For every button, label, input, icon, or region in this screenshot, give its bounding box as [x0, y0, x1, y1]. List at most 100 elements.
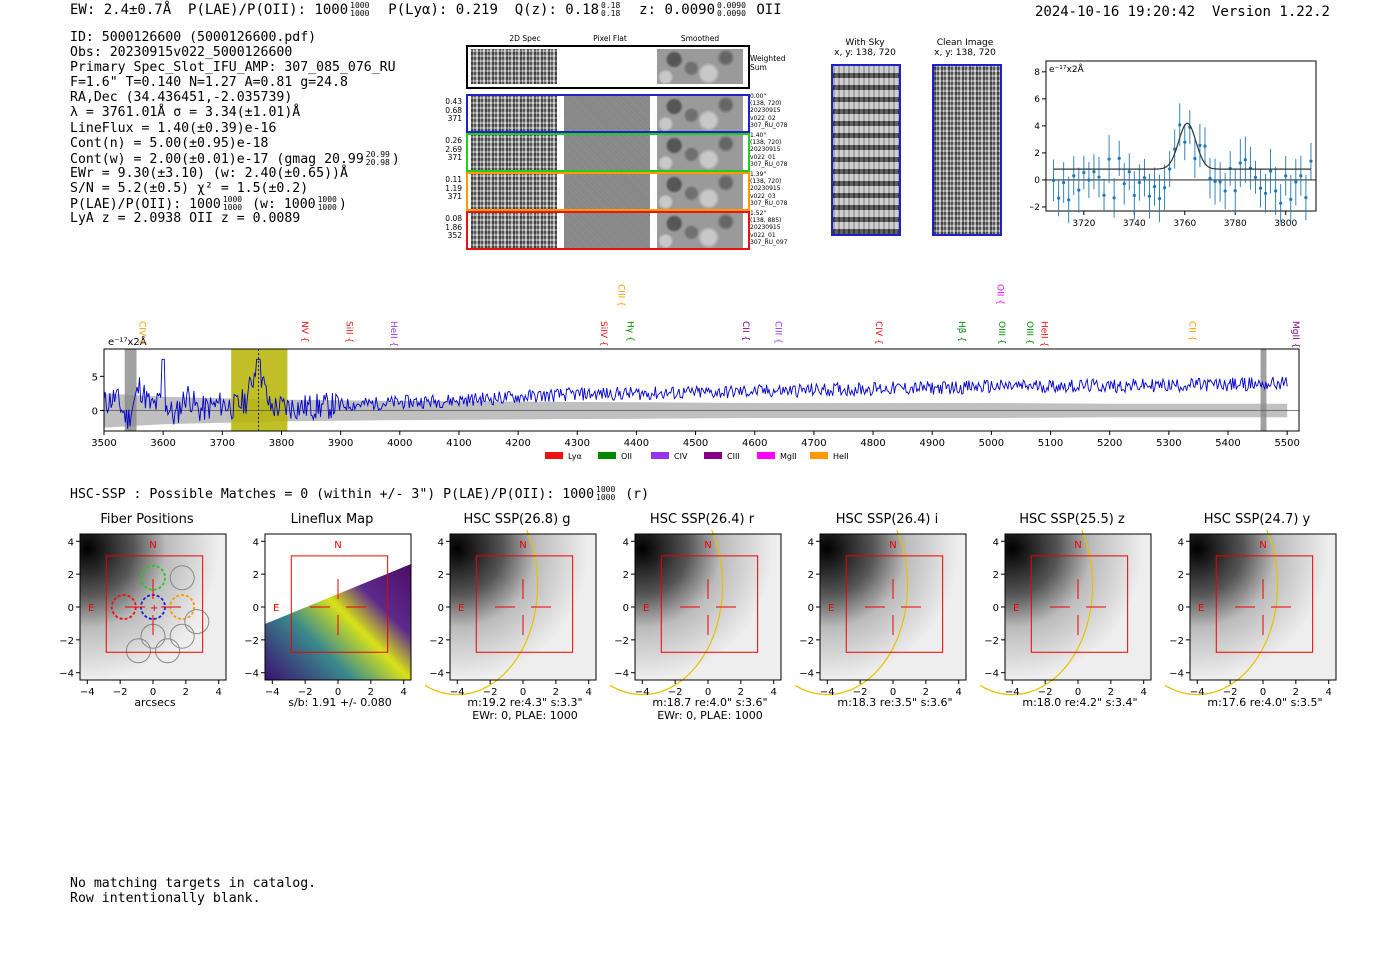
spectrum-xtick-label: 3800 [269, 438, 294, 449]
hsc-panel-sub2: EWr: 0, PLAE: 1000 [657, 709, 763, 722]
hsc-cutout-image [820, 534, 966, 680]
cutout-row-values: 0.43 0.68 371 [445, 97, 462, 123]
hsc-xtick-label: −2 [1038, 687, 1053, 698]
north-label: N [889, 540, 896, 551]
zoom-axes [1045, 60, 1317, 212]
zoom-ytick-label: 8 [1034, 68, 1040, 78]
spectrum-line-label: NV { [299, 321, 309, 342]
hsc-ytick-label: 2 [993, 570, 999, 581]
hsc-cutout-image [450, 534, 596, 680]
zoom-point [1102, 193, 1106, 197]
zoom-point [1082, 170, 1086, 175]
zoom-line-plot: 3720 3740 3760 3780 3800 8 6 4 2 0 −2 e⁻¹⁷x2Å [1030, 60, 1317, 229]
hsc-xtick-label: 0 [150, 687, 156, 698]
zoom-point [1147, 194, 1152, 198]
cutout-smooth-thumb [657, 96, 743, 131]
info-contw: Cont(w) = 2.00(±0.01)e-17 (gmag 20.99 20.… [70, 149, 400, 167]
footer-line-2: Row intentionally blank. [70, 891, 261, 906]
zoom-point [1193, 156, 1197, 161]
hsc-ytick-label: 0 [253, 603, 259, 614]
hsc-ytick-label: 4 [808, 537, 814, 548]
hsc-panel: HSC SSP(25.5) z N E 4 2 0 −2 −4 −4 −2 0 2 4 m:18.0 re… [980, 512, 1165, 722]
with-sky-image [831, 64, 901, 236]
hsc-source-ellipse [425, 530, 539, 696]
spectrum-axes [103, 348, 1300, 432]
zoom-point [1218, 180, 1222, 184]
col-2d-spec: 2D Spec [509, 34, 541, 43]
hsc-ytick-label: −4 [244, 669, 259, 680]
hsc-ytick-label: 0 [623, 603, 629, 614]
legend-swatch [598, 452, 616, 459]
hsc-panel-sub1: m:17.6 re:4.0" s:3.5" [1207, 696, 1323, 709]
cutout-row [466, 133, 750, 172]
info-radec: RA,Dec (34.436451,-2.035739) [70, 90, 293, 106]
hsc-ytick-label: 2 [1178, 570, 1184, 581]
zoom-point [1067, 198, 1071, 202]
hsc-xtick-label: −2 [1223, 687, 1238, 698]
hsc-source-ellipse [610, 530, 724, 696]
hsc-xtick-label: −4 [1005, 687, 1020, 698]
cutout-row-meta: 0.00" (138, 720) 20230915 v022_02 307_RU… [750, 93, 788, 129]
hsc-xtick-label: 4 [1141, 687, 1147, 698]
hsc-source-ellipse [795, 530, 909, 696]
weighted-2d-thumb [471, 49, 557, 84]
hsc-panel-title: HSC SSP(24.7) y [1203, 512, 1311, 527]
zoom-unit-label: e⁻¹⁷x2Å [1049, 63, 1085, 75]
fiber-circle [169, 623, 195, 649]
hsc-xtick-label: 2 [923, 687, 929, 698]
zoom-point [1152, 185, 1157, 189]
header-ew: EW: 2.4±0.7Å [70, 2, 172, 18]
zoom-point [1112, 196, 1116, 200]
header-datetime-version: 2024-10-16 19:20:42 Version 1.22.2 [1035, 4, 1330, 20]
info-ewr: EWr = 9.30(±3.10) (w: 2.40(±0.65))Å [70, 165, 348, 181]
hsc-source-ellipse [1165, 530, 1279, 696]
hsc-xtick-label: 4 [771, 687, 777, 698]
zoom-point [1087, 178, 1091, 182]
hsc-panel-image: N E 4 2 0 −2 −4 −4 −2 0 2 4 [1165, 530, 1337, 698]
hsc-panel-title: HSC SSP(26.4) r [649, 512, 755, 527]
hsc-source-ellipse [980, 530, 1094, 696]
header-z: z: 0.0090 [639, 2, 716, 18]
cutout-row-meta: 1.52" (138, 885) 20230915 v022_01 307_RU… [750, 210, 788, 246]
zoom-point [1107, 157, 1111, 161]
hsc-panel-sub1: s/b: 1.91 +/- 0.080 [288, 696, 392, 709]
spectrum-unit-label: e⁻¹⁷x2Å [108, 335, 147, 348]
spectrum-xtick-label: 3700 [210, 438, 235, 449]
hsc-xtick-label: −4 [265, 687, 280, 698]
spectrum-line-label: OIII { [1024, 321, 1034, 345]
hsc-ytick-label: 4 [68, 537, 74, 548]
cutout-flat-thumb [564, 213, 650, 248]
legend-label: HeII [833, 452, 849, 461]
hsc-panel: HSC SSP(26.8) g N E 4 2 0 −2 −4 −4 −2 0 2 4 m:19.2 re… [425, 512, 610, 722]
hsc-xtick-label: 2 [553, 687, 559, 698]
cutout-row-values: 0.26 2.69 371 [445, 136, 462, 162]
hsc-panel-sub1: m:18.0 re:4.2" s:3.4" [1022, 696, 1138, 709]
zoom-point [1077, 188, 1081, 192]
hsc-panel: Lineflux Map N E 4 2 0 −2 −4 −4 −2 0 2 4 s/b: 1.91 +/… [240, 512, 425, 722]
hsc-cutout-image [80, 534, 226, 680]
hsc-panel-title: HSC SSP(26.4) i [835, 512, 939, 527]
aperture-box [660, 555, 759, 653]
zoom-point [1208, 176, 1212, 180]
header-plya: P(Lyα): 0.219 [388, 2, 498, 18]
spectrum-xtick-label: 4600 [742, 438, 767, 449]
hsc-ytick-label: −2 [1169, 636, 1184, 647]
spectrum-line-label: CIII { [772, 321, 782, 344]
zoom-xtick-label: 3740 [1123, 219, 1146, 229]
zoom-point [1238, 161, 1242, 165]
spectrum-line-label: CII { [740, 321, 750, 341]
hsc-panel-image: N E 4 2 0 −2 −4 −4 −2 0 2 4 [980, 530, 1152, 698]
hsc-panel-image: N E 4 2 0 −2 −4 −4 −2 0 2 4 [244, 533, 412, 698]
legend-swatch [757, 452, 775, 459]
cutout-smooth-thumb [657, 174, 743, 209]
hsc-panel-image: N E 4 2 0 −2 −4 −4 −2 0 2 4 [610, 530, 782, 698]
cutout-row-meta: 1.40" (138, 720) 20230915 v022_01 307_RU… [750, 132, 788, 168]
spectrum-line-label: OIII { [996, 321, 1006, 345]
spectrum-line-label: SiIV { [598, 321, 608, 347]
hsc-panel-sub1: m:19.2 re:4.3" s:3.3" [467, 696, 583, 709]
zoom-point [1263, 191, 1268, 195]
spectrum-line-label: OII { [994, 284, 1004, 305]
hsc-panel-sub1: m:18.7 re:4.0" s:3.6" [652, 696, 768, 709]
legend-swatch [651, 452, 669, 459]
zoom-point [1178, 123, 1182, 127]
